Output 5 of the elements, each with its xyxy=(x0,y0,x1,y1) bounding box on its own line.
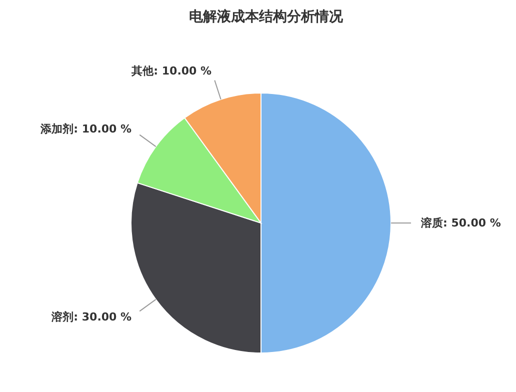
chart-title: 电解液成本结构分析情况 xyxy=(188,8,344,26)
slice-label: 其他: 10.00 % xyxy=(130,64,212,78)
slice-label: 溶质: 50.00 % xyxy=(420,216,501,230)
slice-label: 溶剂: 30.00 % xyxy=(50,310,132,324)
slice-label: 添加剂: 10.00 % xyxy=(40,122,132,136)
